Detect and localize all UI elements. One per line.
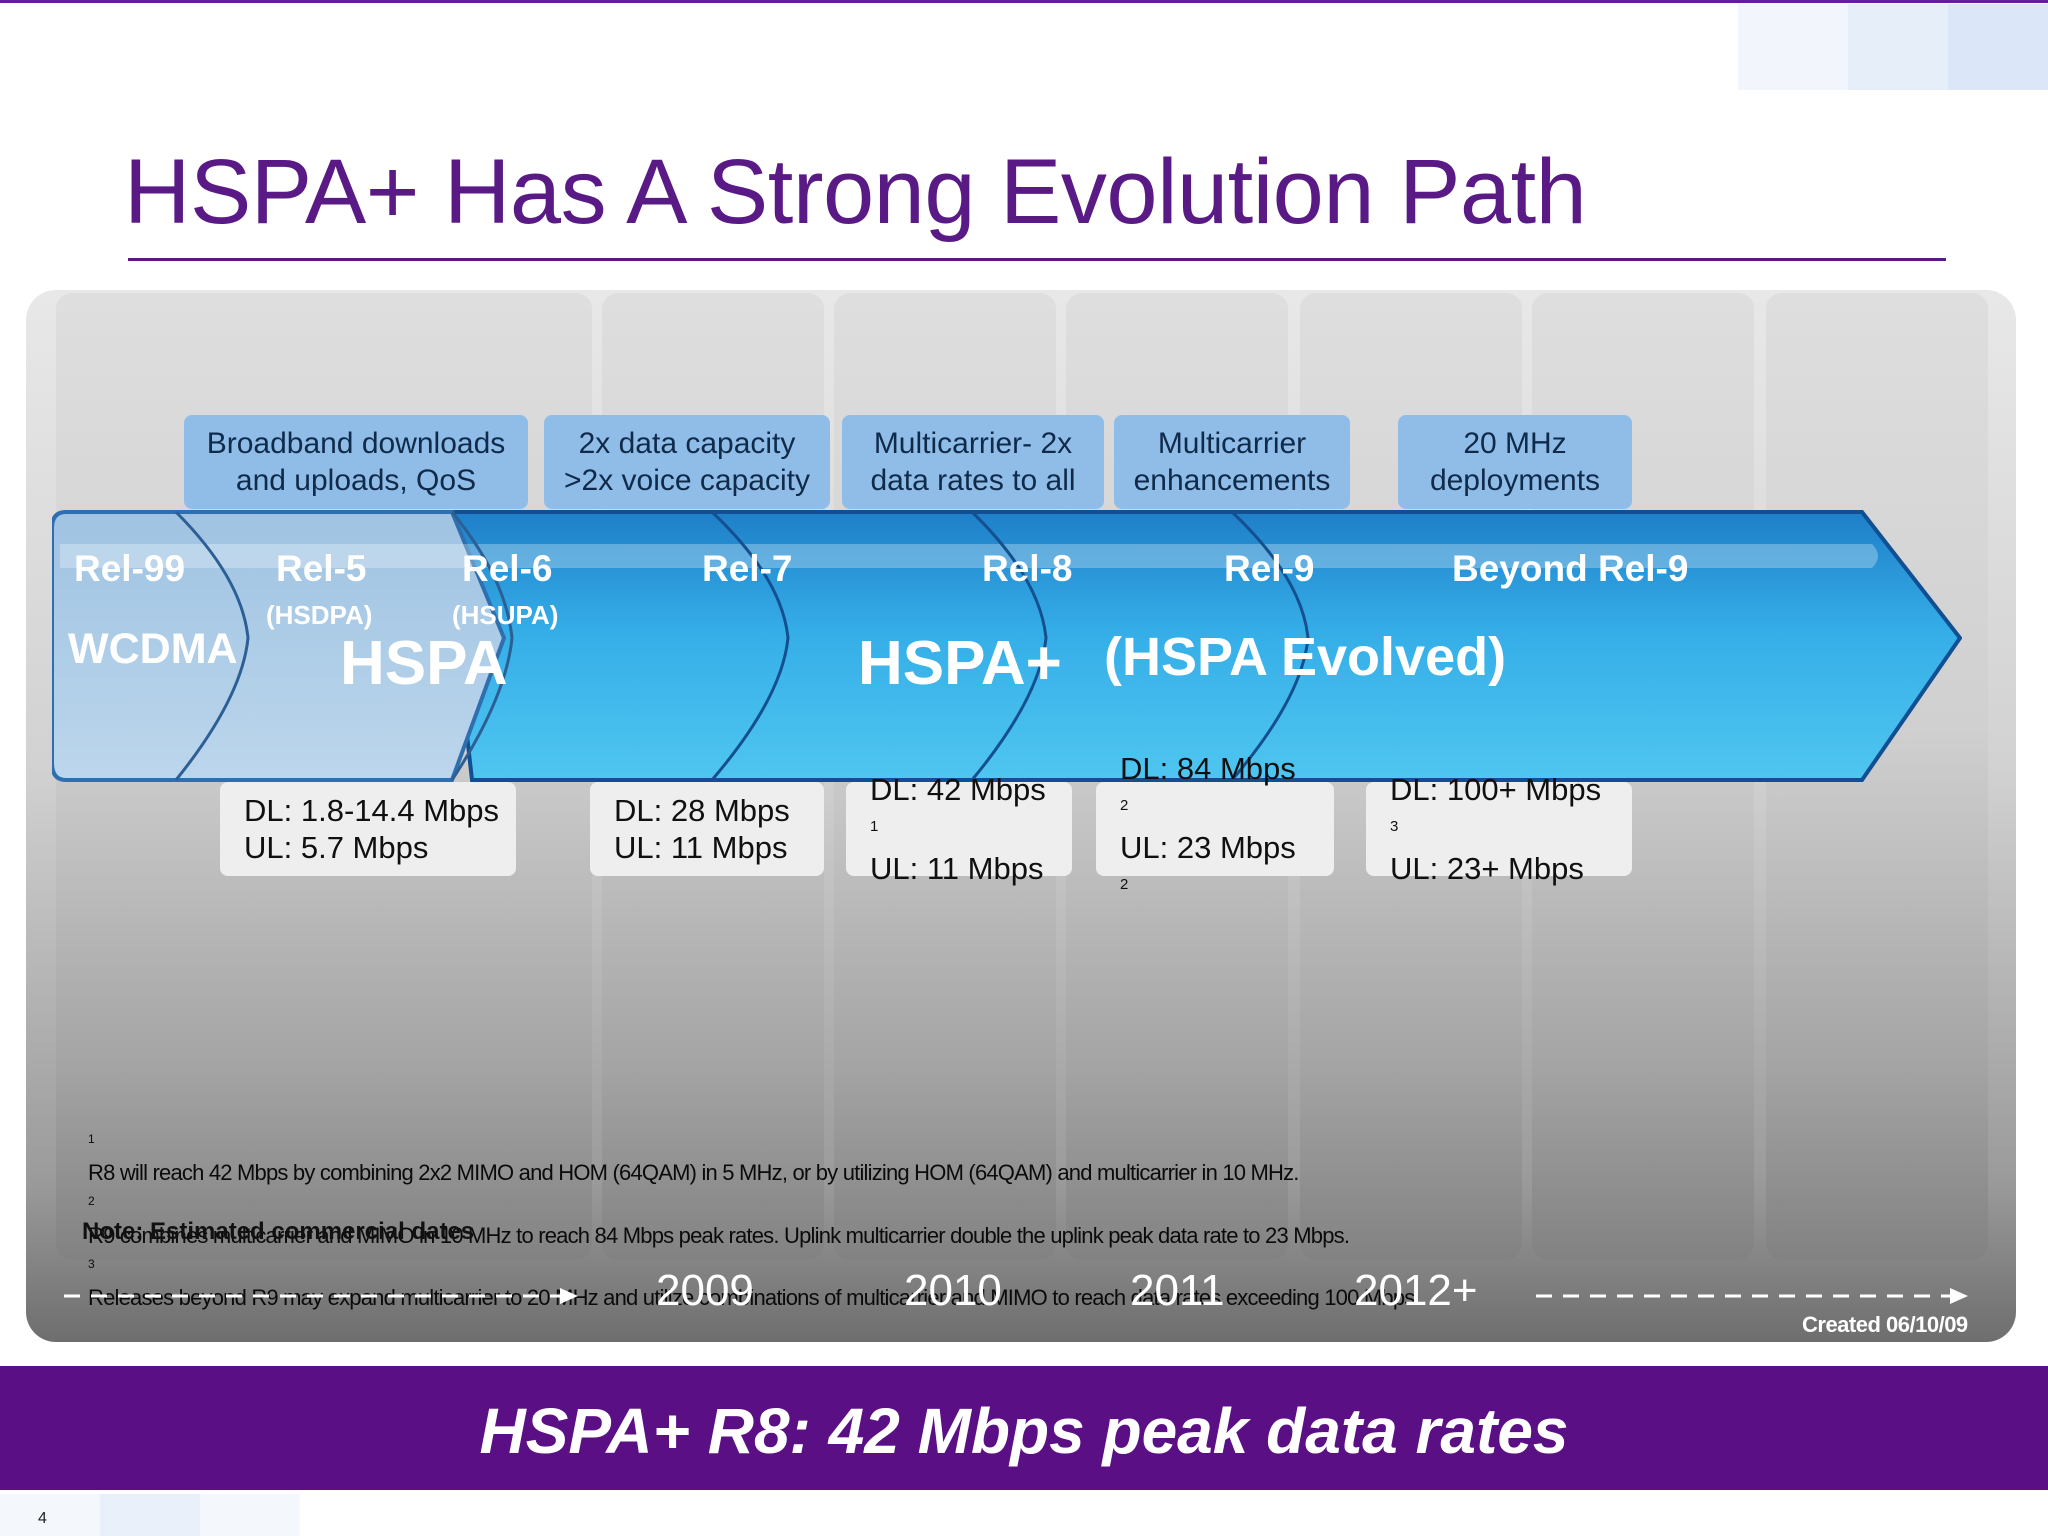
title-underline — [128, 258, 1946, 261]
feature-box-rel9: Multicarrier enhancements — [1114, 415, 1350, 509]
footnote: 2 R9 combines multicarrier and MIMO in 10… — [88, 1194, 1350, 1248]
ul-rate: UL: 11 Mbps — [614, 830, 788, 865]
timeline-arrow-right — [1536, 1288, 1968, 1304]
feature-line: data rates to all — [870, 464, 1076, 497]
feature-line: >2x voice capacity — [564, 464, 810, 497]
feature-box-beyond: 20 MHz deployments — [1398, 415, 1632, 509]
rate-box-rel8: DL: 42 Mbps 1 UL: 11 Mbps — [846, 772, 1072, 886]
release-divider — [450, 511, 514, 781]
dl-rate: DL: 28 Mbps — [614, 793, 790, 828]
hspa-plus-label: HSPA+ — [858, 629, 1062, 698]
note: Note: Estimated commercial dates — [82, 1218, 475, 1245]
feature-line: Multicarrier- 2x — [873, 427, 1073, 460]
rate-box-hspa: DL: 1.8-14.4 Mbps UL: 5.7 Mbps — [220, 782, 516, 876]
release-band — [60, 544, 1878, 568]
footnotes: 1 R8 will reach 42 Mbps by combining 2x2 … — [88, 1125, 1421, 1312]
bottom-banner: HSPA+ R8: 42 Mbps peak data rates — [0, 1366, 2048, 1490]
ul-rate: UL: 23 Mbps 2 — [1120, 830, 1296, 893]
rate-box-rel9: DL: 84 Mbps 2 UL: 23 Mbps 2 — [1096, 751, 1334, 893]
corner-decoration — [1738, 4, 2048, 90]
release-rel6-label: Rel-6 — [462, 548, 553, 589]
feature-line: and uploads, QoS — [235, 464, 477, 497]
release-rel6-sublabel: (HSUPA) — [452, 600, 559, 630]
feature-line: enhancements — [1133, 464, 1331, 497]
release-divider — [174, 510, 250, 781]
bottom-decoration — [0, 1494, 320, 1536]
release-rel7-label: Rel-7 — [702, 548, 793, 589]
feature-line: 20 MHz — [1463, 427, 1567, 460]
feature-box-rel5-6: Broadband downloads and uploads, QoS — [184, 415, 528, 509]
release-rel99-label: Rel-99 — [74, 548, 186, 589]
release-divider — [970, 510, 1048, 781]
page-number: 4 — [38, 1510, 47, 1527]
ul-rate: UL: 23+ Mbps — [1390, 851, 1584, 887]
year-label: 2009 — [656, 1266, 754, 1315]
release-divider — [1230, 510, 1310, 781]
ul-rate: UL: 11 Mbps — [870, 851, 1044, 887]
rate-box-beyond: DL: 100+ Mbps 3 UL: 23+ Mbps — [1366, 772, 1632, 886]
release-rel5-sublabel: (HSDPA) — [266, 600, 373, 630]
created-date: Created 06/10/09 — [1802, 1312, 1968, 1337]
top-accent-line — [0, 0, 2048, 3]
dl-rate: DL: 42 Mbps 1 — [870, 771, 1046, 835]
hspa-arrow-shape — [52, 510, 507, 782]
evolution-arrow — [52, 510, 1962, 782]
footnote: 1 R8 will reach 42 Mbps by combining 2x2 … — [88, 1132, 1299, 1186]
feature-box-rel8: Multicarrier- 2x data rates to all — [842, 415, 1104, 509]
feature-box-rel7: 2x data capacity >2x voice capacity — [544, 415, 830, 509]
year-label: 2010 — [904, 1266, 1002, 1315]
wcdma-label: WCDMA — [68, 625, 238, 673]
release-divider — [710, 510, 790, 781]
ul-rate: UL: 5.7 Mbps — [244, 830, 429, 865]
rate-box-rel7: DL: 28 Mbps UL: 11 Mbps — [590, 782, 824, 876]
release-rel9-label: Rel-9 — [1224, 548, 1315, 589]
slide-title: HSPA+ Has A Strong Evolution Path — [124, 141, 1587, 243]
dl-rate: DL: 84 Mbps 2 — [1120, 750, 1296, 814]
timeline-arrow-left — [64, 1288, 578, 1304]
release-beyond-label: Beyond Rel-9 — [1452, 548, 1689, 589]
release-rel8-label: Rel-8 — [982, 548, 1073, 589]
release-rel5-label: Rel-5 — [276, 548, 367, 589]
hspa-evolved-label: (HSPA Evolved) — [1104, 627, 1507, 687]
banner-text: HSPA+ R8: 42 Mbps peak data rates — [479, 1395, 1569, 1467]
feature-line: Broadband downloads — [206, 427, 506, 460]
feature-line: 2x data capacity — [578, 427, 796, 460]
year-label: 2012+ — [1354, 1266, 1478, 1315]
year-label: 2011 — [1130, 1266, 1225, 1315]
feature-line: deployments — [1429, 464, 1601, 497]
dl-rate: DL: 100+ Mbps 3 — [1390, 771, 1602, 835]
feature-line: Multicarrier — [1157, 427, 1307, 460]
hspa-label: HSPA — [340, 629, 508, 698]
dl-rate: DL: 1.8-14.4 Mbps — [244, 793, 500, 828]
